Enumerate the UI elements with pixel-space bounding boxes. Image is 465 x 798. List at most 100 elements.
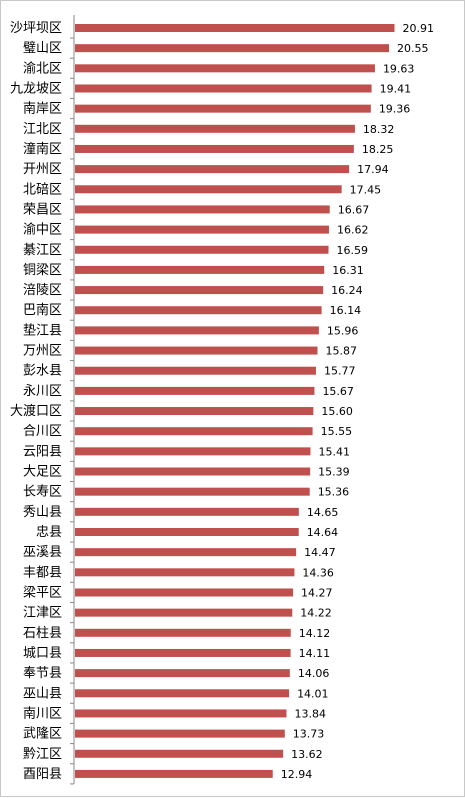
bar [75, 386, 315, 395]
bar [75, 185, 342, 194]
data-label: 14.64 [307, 526, 339, 539]
data-label: 15.67 [322, 385, 354, 398]
data-label: 12.94 [281, 768, 313, 781]
category-label: 荣昌区 [23, 202, 62, 217]
bar [75, 24, 395, 32]
data-label: 15.55 [321, 425, 353, 438]
category-label: 开州区 [23, 162, 62, 177]
bar [75, 689, 290, 698]
data-label: 16.67 [338, 203, 370, 216]
bar [75, 44, 390, 53]
category-label: 涪陵区 [23, 283, 62, 298]
category-label: 北碚区 [23, 182, 62, 197]
data-label: 15.39 [318, 466, 350, 479]
category-label: 彭水县 [23, 364, 62, 379]
bar [75, 729, 285, 738]
bar [75, 548, 297, 557]
bar [75, 507, 299, 516]
category-label: 石柱县 [23, 626, 62, 641]
data-label: 20.55 [397, 42, 429, 55]
category-label: 渝北区 [23, 60, 62, 76]
bar [75, 245, 329, 254]
bar [75, 144, 354, 153]
bar [75, 568, 295, 577]
data-label: 20.91 [403, 22, 435, 35]
category-label: 武隆区 [23, 727, 62, 742]
category-label: 铜梁区 [23, 263, 62, 278]
bar [75, 648, 291, 657]
category-label: 巫溪县 [23, 545, 62, 560]
bar [75, 467, 311, 476]
category-label: 云阳县 [23, 444, 62, 459]
category-label: 合川区 [23, 424, 62, 439]
category-label: 璧山区 [23, 40, 62, 56]
bar [75, 225, 329, 234]
bar [75, 286, 324, 295]
category-label: 沙坪坝区 [10, 21, 62, 36]
bar [75, 769, 273, 778]
bar [75, 427, 313, 436]
bar [75, 346, 318, 355]
data-label: 18.32 [363, 123, 395, 136]
category-label: 奉节县 [23, 666, 62, 681]
data-label: 19.63 [383, 62, 415, 75]
category-label: 忠县 [36, 525, 62, 540]
data-label: 14.22 [300, 607, 332, 620]
category-label: 大渡口区 [10, 403, 62, 419]
data-label: 19.41 [380, 82, 412, 95]
bar [75, 326, 319, 335]
bar [75, 84, 372, 93]
data-label: 16.62 [337, 224, 369, 237]
data-label: 15.96 [327, 324, 359, 337]
data-label: 16.14 [330, 304, 362, 317]
data-label: 13.62 [291, 748, 323, 761]
bar [75, 306, 322, 315]
data-label: 14.65 [307, 506, 339, 519]
bar [75, 628, 291, 637]
bar [75, 487, 310, 496]
data-label: 14.11 [299, 647, 331, 660]
data-label: 14.36 [302, 566, 334, 579]
bar [75, 265, 325, 274]
category-label: 大足区 [23, 465, 62, 480]
bar [75, 124, 355, 133]
category-label: 南岸区 [23, 101, 62, 117]
bar [75, 669, 290, 678]
category-label: 巴南区 [23, 302, 62, 318]
category-label: 长寿区 [23, 485, 62, 500]
category-label: 城口县 [23, 646, 62, 661]
data-label: 15.60 [321, 405, 353, 418]
category-label: 九龙坡区 [10, 81, 62, 96]
bar [75, 588, 294, 597]
category-label: 梁平区 [23, 585, 62, 600]
bar [75, 407, 314, 416]
category-label: 垫江县 [23, 322, 62, 338]
category-label: 黔江区 [23, 747, 62, 762]
category-label: 江北区 [23, 122, 62, 137]
bar [75, 608, 293, 617]
category-label: 潼南区 [23, 141, 62, 157]
data-label: 18.25 [362, 143, 394, 156]
bar [75, 528, 299, 536]
data-label: 17.94 [357, 163, 389, 176]
category-label: 江津区 [23, 606, 62, 621]
data-label: 17.45 [350, 183, 382, 196]
category-label: 万州区 [23, 344, 62, 359]
bar [75, 64, 375, 73]
data-label: 19.36 [379, 103, 411, 116]
category-label: 綦江区 [23, 243, 62, 258]
category-label: 酉阳县 [23, 767, 62, 782]
data-label: 16.31 [332, 264, 364, 277]
data-label: 16.24 [331, 284, 363, 297]
data-label: 14.27 [301, 586, 333, 599]
data-label: 13.84 [294, 707, 326, 720]
bar [75, 447, 311, 456]
category-label: 渝中区 [23, 222, 62, 238]
data-label: 14.01 [297, 687, 329, 700]
data-label: 15.36 [318, 486, 350, 499]
category-label: 丰都县 [23, 565, 62, 580]
bar [75, 104, 371, 113]
data-label: 15.87 [325, 345, 357, 358]
data-label: 14.47 [304, 546, 336, 559]
